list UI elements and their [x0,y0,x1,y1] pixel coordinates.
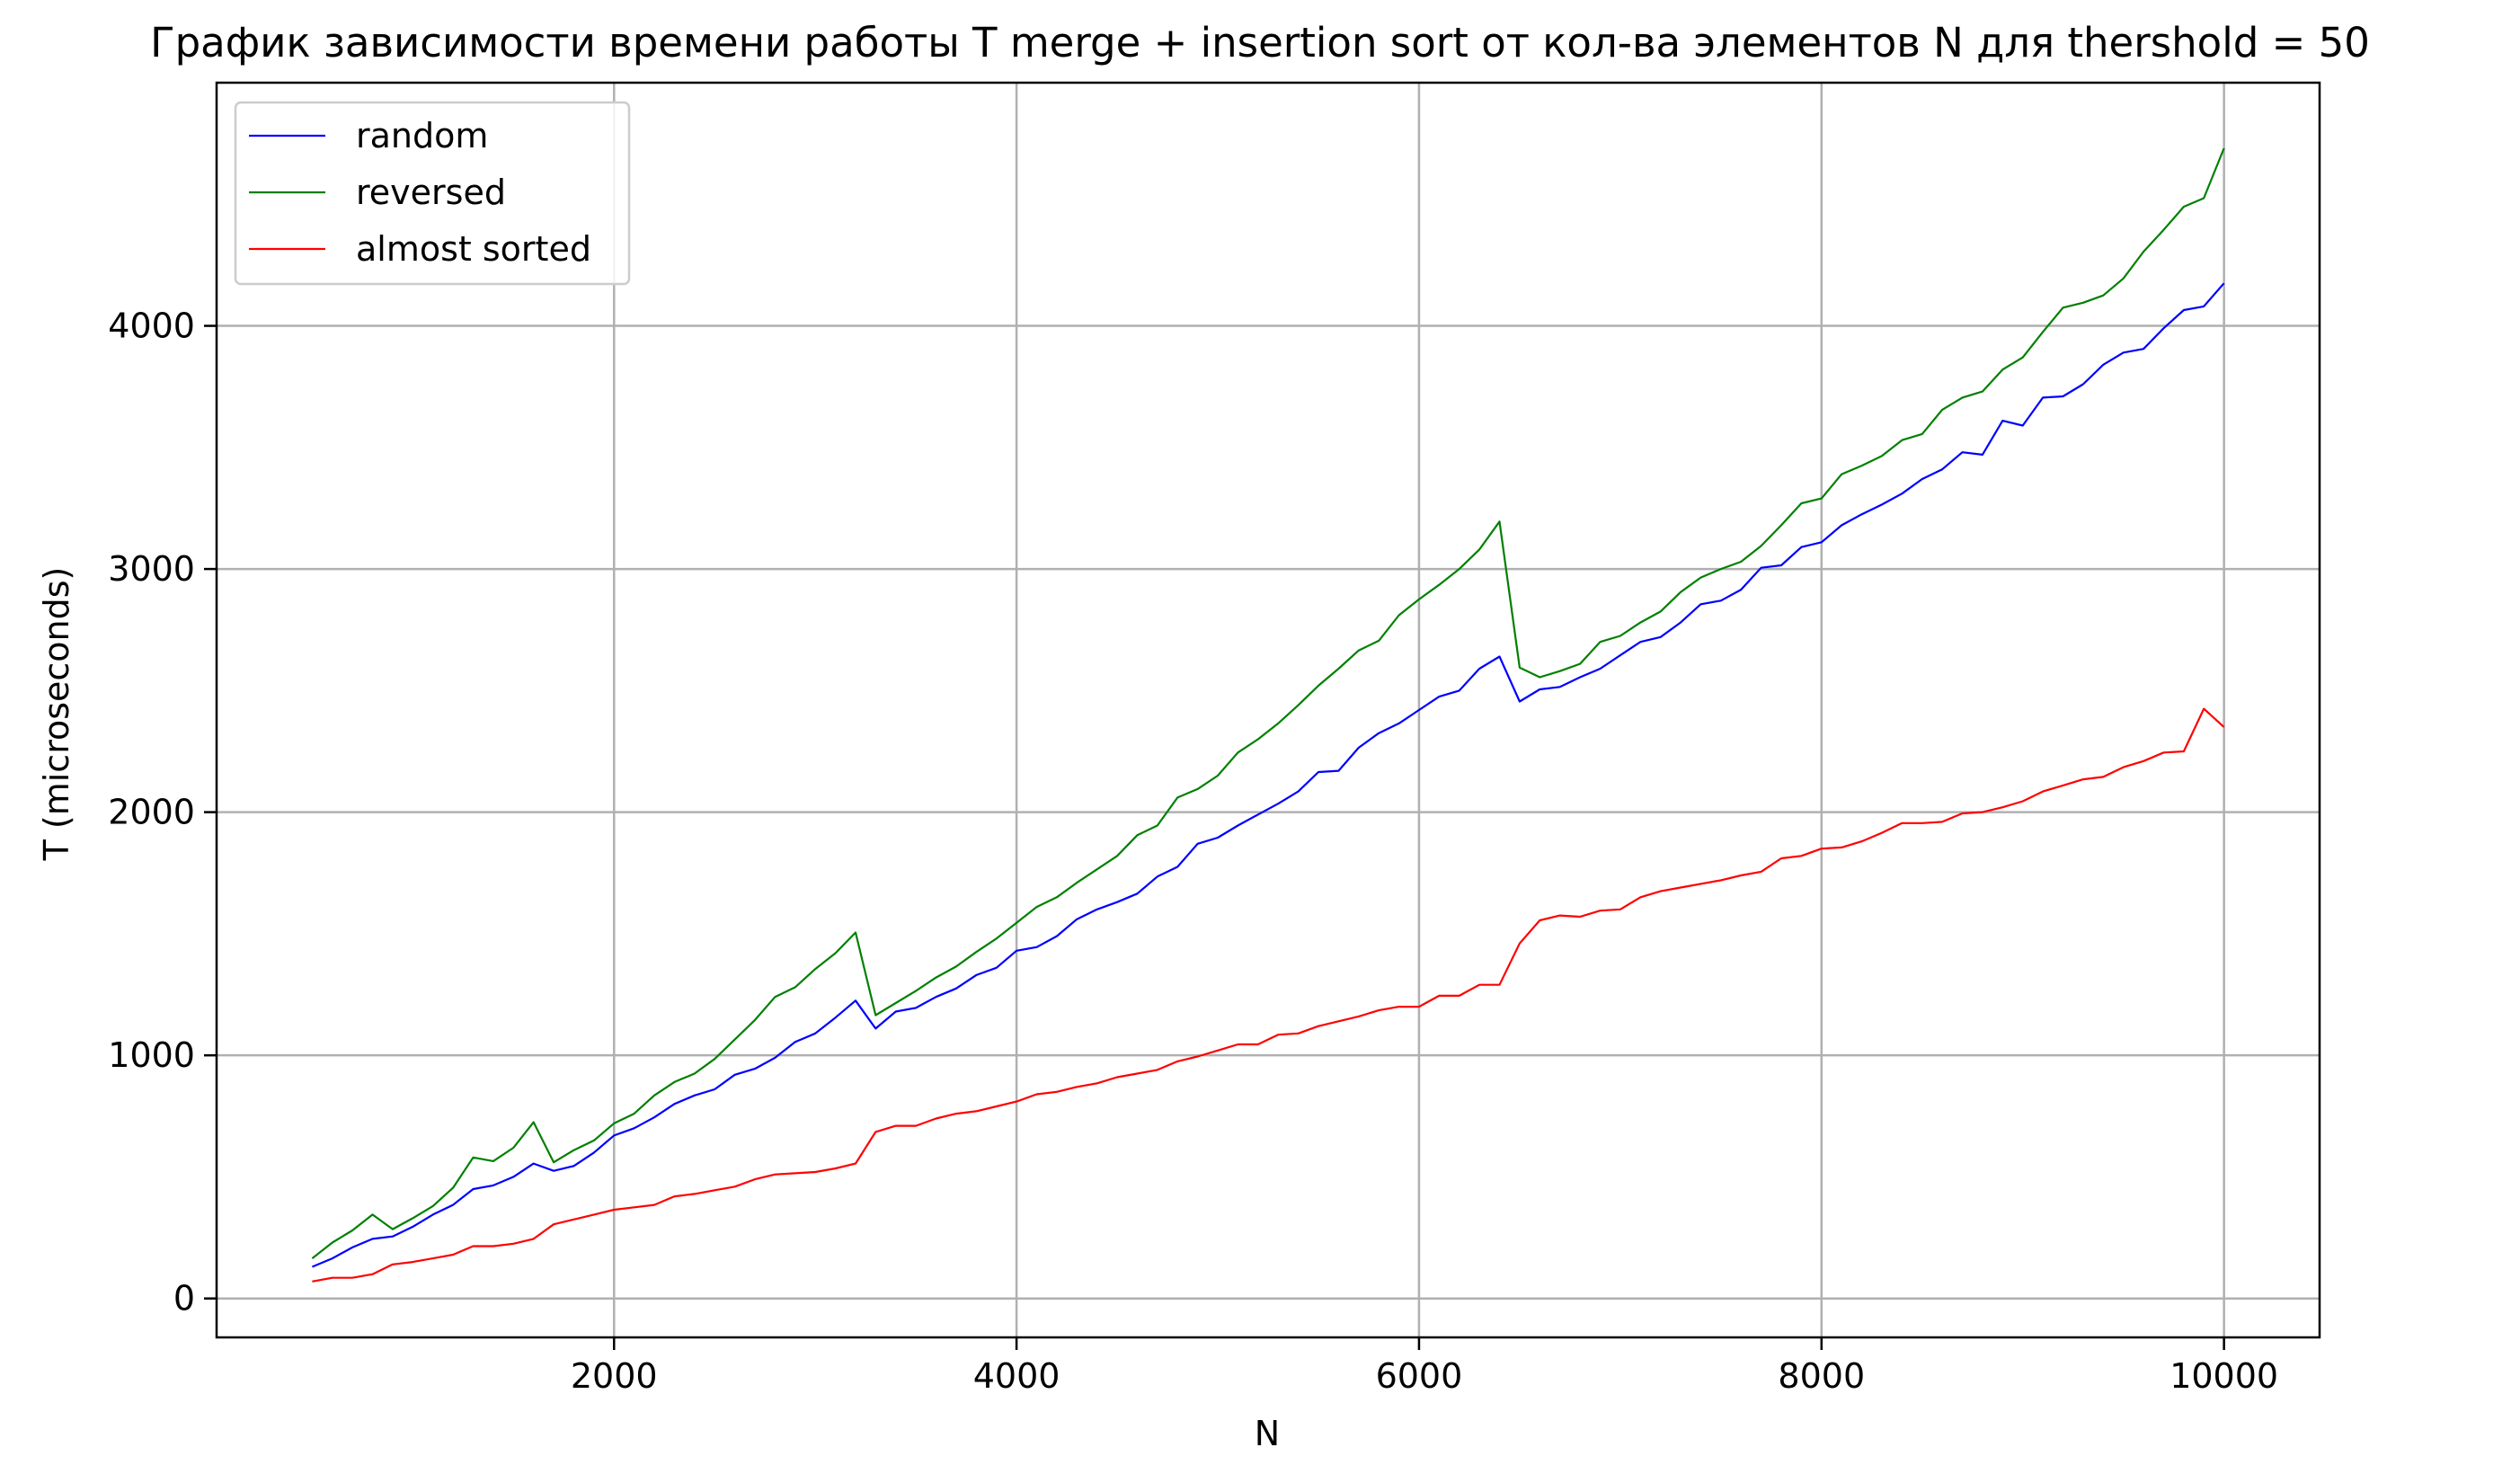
y-axis: 0 1000 2000 3000 4000 [108,306,217,1319]
y-tick-label: 4000 [108,306,195,346]
x-tick-label: 4000 [973,1356,1060,1396]
x-axis: 2000 4000 6000 8000 10000 [571,1337,2278,1396]
legend-box [234,101,631,286]
legend-label: reversed [356,173,506,212]
legend-label: random [356,116,488,155]
chart-title: График зависимости времени работы T merg… [150,19,2370,67]
x-tick-label: 10000 [2170,1356,2278,1396]
x-tick-label: 6000 [1376,1356,1463,1396]
y-tick-label: 1000 [108,1035,195,1075]
series-line-reversed [311,147,2225,1259]
series-line-random [311,282,2225,1268]
x-tick-label: 2000 [571,1356,658,1396]
y-axis-label: T (microseconds) [37,567,76,862]
y-tick-label: 2000 [108,793,195,832]
y-tick-label: 3000 [108,549,195,589]
series-lines [311,147,2225,1283]
grid [217,83,2320,1337]
legend-label: almost sorted [356,229,591,269]
legend: random reversed almost sorted [234,101,631,286]
plot-frame [215,81,2321,1339]
x-tick-label: 8000 [1778,1356,1865,1396]
x-axis-label: N [1255,1414,1280,1453]
series-line-almost-sorted [312,707,2225,1283]
y-tick-label: 0 [173,1279,195,1319]
